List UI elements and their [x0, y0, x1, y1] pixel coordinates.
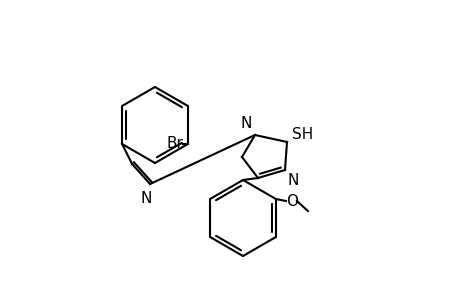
Text: N: N	[140, 191, 151, 206]
Text: N: N	[240, 116, 252, 131]
Text: Br: Br	[166, 136, 183, 151]
Text: O: O	[285, 194, 297, 208]
Text: SH: SH	[291, 127, 313, 142]
Text: N: N	[287, 173, 299, 188]
